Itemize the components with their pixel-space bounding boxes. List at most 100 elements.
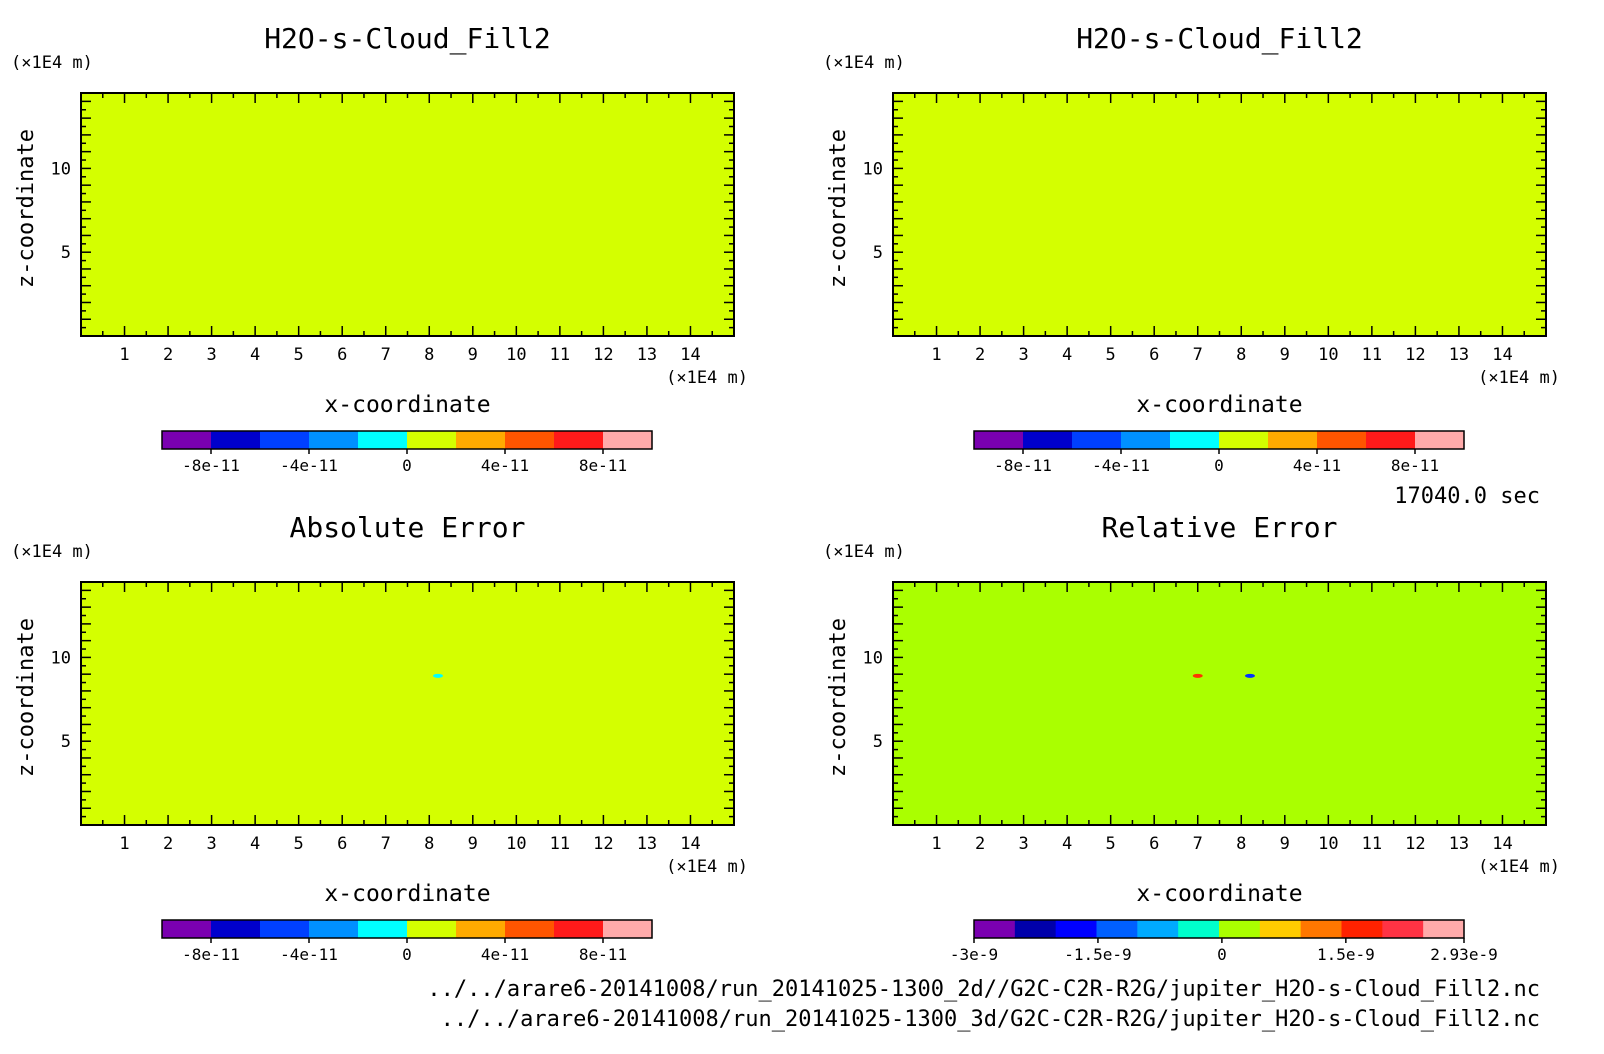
chart-panel-2: H2O-s-Cloud_Fill2(×1E4 m)1 2 3 4 5 6 7 8 9 10 11 12… [823, 22, 1560, 475]
colorbar-tick-label: -8e-11 [182, 456, 240, 475]
x-tick-label: 1 [119, 834, 129, 854]
y-axis-label: z-coordinate [826, 618, 851, 777]
x-unit-label: (×1E4 m) [666, 857, 748, 877]
field-spot [1192, 673, 1203, 678]
y-axis-label: z-coordinate [14, 129, 39, 288]
colorbar-tick-label: 4e-11 [1293, 456, 1341, 475]
x-tick-label: 4 [1062, 834, 1072, 854]
colorbar-segment [211, 920, 261, 938]
colorbar-tick-label: -3e-9 [950, 945, 998, 964]
time-label: 17040.0 sec [1394, 484, 1540, 509]
colorbar-frame [973, 919, 1465, 939]
colorbar-segment [1170, 431, 1220, 449]
colorbar-segment [974, 431, 1024, 449]
colorbar-tick-label: 0 [1214, 456, 1224, 475]
x-tick-label: 3 [206, 834, 216, 854]
x-unit-label: (×1E4 m) [666, 368, 748, 388]
colorbar-tick-label: 0 [402, 456, 412, 475]
y-tick-label: 5 [873, 732, 883, 752]
colorbar-segment [554, 431, 604, 449]
x-tick-label: 5 [1106, 834, 1116, 854]
field-fill [893, 93, 1546, 336]
colorbar-segment [1178, 920, 1220, 938]
x-tick-label: 9 [468, 345, 478, 365]
colorbar-tick-label: -8e-11 [182, 945, 240, 964]
x-tick-label: 1 [931, 345, 941, 365]
x-tick-label: 6 [1149, 345, 1159, 365]
y-tick-label: 10 [51, 159, 71, 179]
y-axis-label: z-coordinate [14, 618, 39, 777]
x-tick-label: 4 [1062, 345, 1072, 365]
colorbar-segment [1072, 431, 1122, 449]
x-tick-label: 1 [931, 834, 941, 854]
colorbar-segment [1014, 920, 1057, 938]
field-spot [1244, 673, 1255, 678]
x-unit-label: (×1E4 m) [1478, 857, 1560, 877]
x-tick-label: 8 [424, 834, 434, 854]
footer-path-2d: ../../arare6-20141008/run_20141025-1300_… [427, 977, 1540, 1002]
field-fill [893, 582, 1546, 825]
colorbar-tick-label: -4e-11 [1092, 456, 1150, 475]
colorbar-segment [309, 920, 359, 938]
colorbar-tick-label: 8e-11 [1391, 456, 1439, 475]
colorbar-segment [1137, 920, 1179, 938]
x-tick-label: 13 [637, 834, 657, 854]
colorbar-segment [309, 431, 359, 449]
x-tick-label: 7 [381, 834, 391, 854]
colorbar-segment [211, 431, 261, 449]
x-tick-label: 10 [506, 834, 526, 854]
y-tick-label: 10 [863, 159, 883, 179]
y-tick-label: 5 [61, 243, 71, 263]
chart-title: H2O-s-Cloud_Fill2 [1076, 22, 1363, 56]
colorbar-segment [1219, 920, 1261, 938]
x-tick-label: 11 [550, 345, 570, 365]
y-unit-label: (×1E4 m) [11, 53, 93, 73]
x-tick-label: 14 [680, 834, 700, 854]
y-unit-label: (×1E4 m) [11, 542, 93, 562]
x-tick-label: 5 [294, 834, 304, 854]
x-tick-label: 2 [975, 345, 985, 365]
x-tick-label: 11 [1362, 345, 1382, 365]
colorbar-segment [407, 920, 457, 938]
colorbar-tick-label: 4e-11 [481, 456, 529, 475]
colorbar-segment [1341, 920, 1383, 938]
colorbar-segment [260, 431, 310, 449]
x-tick-label: 2 [975, 834, 985, 854]
colorbar-tick-label: 4e-11 [481, 945, 529, 964]
x-tick-label: 5 [1106, 345, 1116, 365]
colorbar-segment [1219, 431, 1269, 449]
colorbar-segment [1023, 431, 1073, 449]
field-fill [81, 582, 734, 825]
x-tick-label: 12 [1405, 345, 1425, 365]
x-tick-label: 7 [381, 345, 391, 365]
x-tick-label: 3 [1018, 834, 1028, 854]
colorbar-segment [1268, 431, 1318, 449]
colorbar-segment [505, 920, 555, 938]
colorbar-tick-label: 1.5e-9 [1317, 945, 1375, 964]
colorbar-segment [1415, 431, 1465, 449]
x-tick-label: 14 [1492, 345, 1512, 365]
colorbar-tick-label: -8e-11 [994, 456, 1052, 475]
x-tick-label: 10 [1318, 345, 1338, 365]
colorbar-tick-label: 2.93e-9 [1430, 945, 1497, 964]
x-tick-label: 12 [593, 345, 613, 365]
x-tick-label: 8 [1236, 834, 1246, 854]
x-tick-label: 8 [424, 345, 434, 365]
x-tick-label: 11 [550, 834, 570, 854]
colorbar-tick-label: -4e-11 [280, 945, 338, 964]
colorbar-segment [162, 920, 212, 938]
chart-title: H2O-s-Cloud_Fill2 [264, 22, 551, 56]
chart-title: Absolute Error [289, 511, 525, 544]
chart-panel-4: Relative Error(×1E4 m)1 2 3 4 5 6 7 8 9 10 11 12 13 1… [823, 511, 1560, 964]
colorbar-segment [358, 920, 408, 938]
colorbar-segment [554, 920, 604, 938]
colorbar-segment [1259, 920, 1302, 938]
y-tick-label: 10 [863, 648, 883, 668]
x-axis-label: x-coordinate [324, 881, 490, 907]
colorbar-segment [162, 431, 212, 449]
colorbar-segment [1055, 920, 1098, 938]
x-tick-label: 9 [1280, 834, 1290, 854]
colorbar-segment [974, 920, 1016, 938]
colorbar-segment [407, 431, 457, 449]
y-unit-label: (×1E4 m) [823, 53, 905, 73]
